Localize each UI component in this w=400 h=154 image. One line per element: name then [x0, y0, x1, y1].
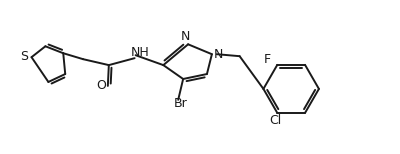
Text: O: O — [96, 79, 106, 92]
Text: Br: Br — [173, 97, 187, 110]
Text: S: S — [20, 50, 28, 63]
Text: NH: NH — [131, 46, 150, 59]
Text: F: F — [264, 53, 271, 66]
Text: N: N — [214, 48, 224, 61]
Text: Cl: Cl — [269, 114, 282, 127]
Text: N: N — [180, 30, 190, 43]
